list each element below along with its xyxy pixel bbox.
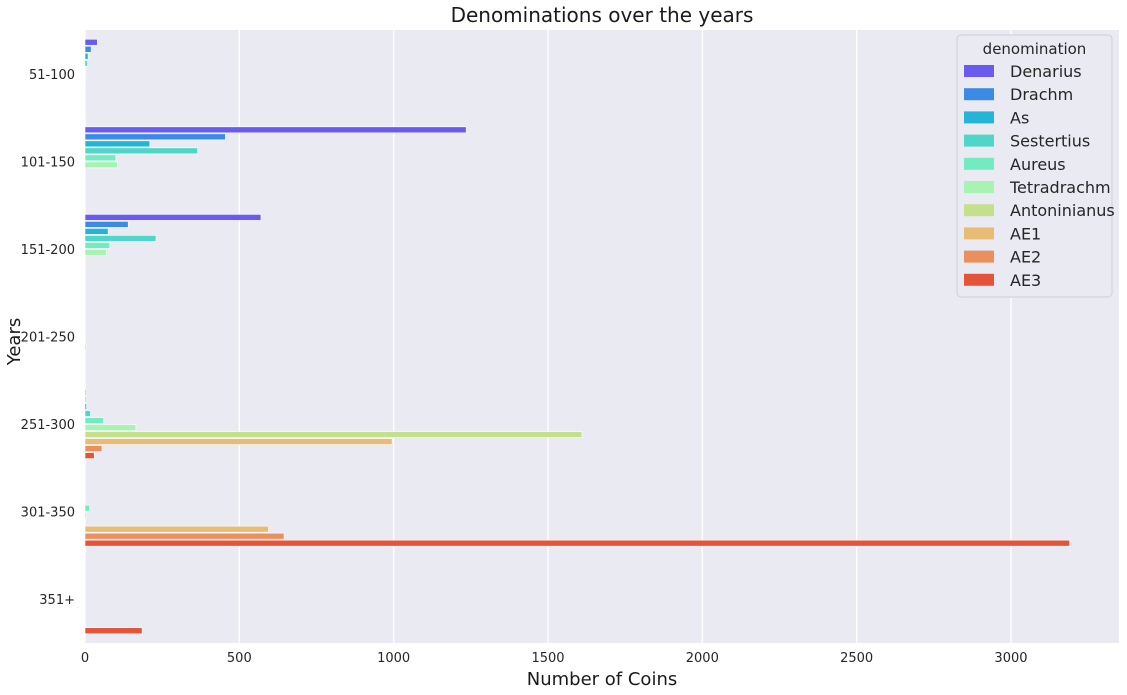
bar-ae1-251-300 — [84, 438, 393, 445]
bar-sestertius-101-150 — [84, 147, 198, 155]
bar-drachm-51-100 — [84, 45, 92, 53]
legend-entry-denarius: Denarius — [1010, 62, 1082, 81]
bar-ae2-301-350 — [84, 532, 285, 540]
y-tick-labels: 51-100 101-150 151-200 201-250 251-300 301-35… — [21, 68, 75, 608]
x-tick-labels: 0 500 1000 1500 2000 2500 3000 — [81, 651, 1028, 666]
bar-ae3-351+ — [84, 627, 143, 635]
legend-entry-as: As — [1010, 108, 1029, 127]
y-tick-label: 151-200 — [21, 243, 75, 258]
bar-as-151-200 — [84, 228, 109, 235]
x-tick-label: 3000 — [994, 651, 1027, 666]
bar-tetradrachm-101-150 — [84, 161, 118, 169]
y-tick-label: 301-350 — [21, 506, 75, 521]
bar-tetradrachm-251-300 — [84, 424, 137, 431]
legend-swatch-denarius — [964, 65, 994, 77]
legend-swatch-ae3 — [964, 273, 994, 286]
y-tick-label: 101-150 — [21, 155, 75, 170]
bar-ae3-301-350 — [84, 539, 1070, 547]
bar-sestertius-251-300 — [84, 410, 91, 417]
legend-title: denomination — [983, 40, 1087, 58]
bar-tetradrachm-301-350 — [84, 511, 87, 519]
bar-ae1-301-350 — [84, 525, 269, 533]
bar-drachm-151-200 — [84, 221, 129, 228]
bar-aureus-251-300 — [84, 417, 104, 424]
y-tick-label: 201-250 — [21, 331, 75, 346]
y-axis-label: Years — [4, 318, 25, 367]
legend: denomination Denarius Drachm As Sestertius A… — [956, 34, 1115, 298]
bar-aureus-151-200 — [84, 242, 110, 249]
x-tick-label: 1500 — [531, 651, 564, 666]
bar-aureus-301-350 — [84, 504, 90, 512]
x-tick-label: 1000 — [377, 651, 410, 666]
legend-entry-antoninianus: Antoninianus — [1010, 201, 1115, 220]
legend-swatch-as — [964, 111, 994, 124]
x-tick-label: 0 — [81, 651, 89, 666]
bar-as-101-150 — [84, 140, 151, 148]
x-tick-label: 500 — [227, 651, 252, 666]
bar-denarius-51-100 — [84, 38, 98, 46]
legend-entry-aureus: Aureus — [1010, 155, 1066, 174]
legend-entry-drachm: Drachm — [1010, 85, 1073, 104]
x-tick-label: 2500 — [840, 651, 873, 666]
bars — [84, 38, 1070, 635]
bar-as-51-100 — [84, 52, 89, 60]
bar-antoninianus-251-300 — [84, 431, 583, 438]
legend-entry-sestertius: Sestertius — [1010, 132, 1090, 151]
bar-tetradrachm-151-200 — [84, 249, 107, 256]
x-tick-label: 2000 — [686, 651, 719, 666]
bar-aureus-101-150 — [84, 154, 117, 162]
bar-drachm-101-150 — [84, 133, 226, 141]
bar-as-251-300 — [84, 403, 87, 410]
bar-denarius-151-200 — [84, 214, 262, 221]
legend-swatch-antoninianus — [964, 204, 994, 217]
chart-title: Denominations over the years — [451, 3, 754, 27]
y-tick-label: 351+ — [39, 593, 75, 608]
legend-entry-ae3: AE3 — [1010, 271, 1041, 290]
legend-swatch-sestertius — [964, 134, 994, 147]
bar-ae3-251-300 — [84, 452, 95, 459]
bar-tetradrachm-51-100 — [84, 73, 87, 81]
legend-swatch-drachm — [964, 88, 994, 101]
bar-denarius-101-150 — [84, 126, 467, 134]
legend-entry-tetradrachm: Tetradrachm — [1009, 178, 1111, 197]
bar-sestertius-51-100 — [84, 59, 88, 67]
legend-entry-ae2: AE2 — [1010, 248, 1041, 267]
legend-swatch-ae2 — [964, 250, 994, 263]
bar-drachm-251-300 — [84, 396, 87, 403]
legend-swatch-ae1 — [964, 227, 994, 240]
legend-entry-ae1: AE1 — [1010, 224, 1041, 243]
x-axis-label: Number of Coins — [527, 669, 677, 690]
legend-swatch-tetradrachm — [964, 181, 994, 193]
legend-box — [956, 34, 1113, 298]
bar-antoninianus-201-250 — [84, 343, 87, 351]
y-tick-label: 51-100 — [29, 68, 75, 83]
y-tick-label: 251-300 — [21, 418, 75, 433]
bar-ae2-251-300 — [84, 445, 103, 452]
bar-denarius-251-300 — [84, 389, 87, 396]
bar-sestertius-151-200 — [84, 235, 157, 242]
legend-swatch-aureus — [964, 157, 994, 170]
